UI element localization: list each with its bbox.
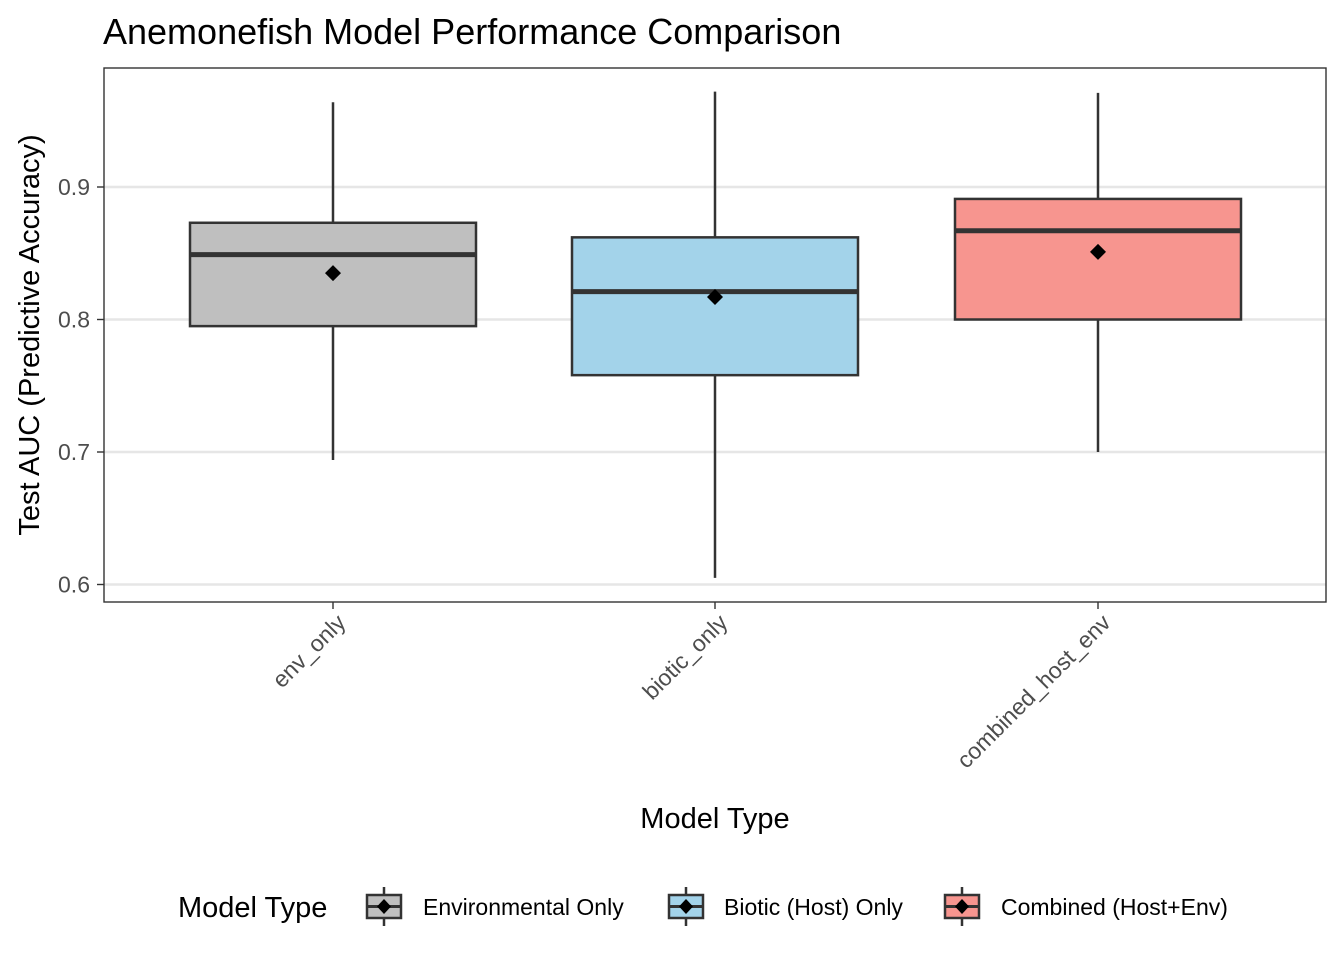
y-axis-title: Test AUC (Predictive Accuracy) [14,134,46,535]
legend: Model Type Environmental Only Biotic (Hos… [178,887,1228,926]
x-tick-label: env_only [267,609,351,693]
mean-marker [1090,243,1106,260]
y-axis: 0.6 0.7 0.8 0.9 [58,174,104,598]
legend-item-combined_host_env: Combined (Host+Env) [943,887,1228,926]
box-body [188,221,478,328]
legend-key-mean [955,899,969,914]
chart-title: Anemonefish Model Performance Comparison [103,11,841,52]
legend-label: Environmental Only [423,894,624,920]
mean-marker [325,265,341,282]
mean-marker [707,288,723,305]
legend-key-mean [377,899,391,914]
box-biotic_only [570,91,860,578]
x-axis-title: Model Type [640,803,789,835]
y-tick-label: 0.6 [58,572,90,598]
legend-title: Model Type [178,892,327,924]
x-tick-label: biotic_only [637,609,733,705]
legend-label: Combined (Host+Env) [1001,894,1228,920]
legend-item-env_only: Environmental Only [365,887,624,926]
x-tick-label: combined_host_env [952,609,1116,773]
y-tick-label: 0.7 [58,439,90,465]
x-axis: env_only biotic_only combined_host_env [267,602,1116,773]
legend-label: Biotic (Host) Only [724,894,903,920]
y-tick-label: 0.9 [58,174,90,200]
box-env_only [188,102,478,460]
y-tick-label: 0.8 [58,307,90,333]
legend-key-mean [679,899,693,914]
boxes-layer [188,91,1243,578]
legend-item-biotic_only: Biotic (Host) Only [667,887,903,926]
box-body [570,236,860,377]
box-combined_host_env [953,92,1243,452]
